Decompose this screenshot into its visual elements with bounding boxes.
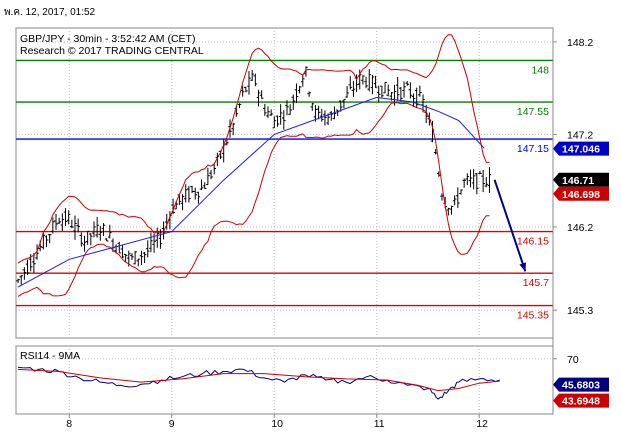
price-badge-text: 146.71 <box>562 175 594 187</box>
rsi-tick-label: 70 <box>567 354 579 366</box>
x-tick-label: 10 <box>271 418 283 430</box>
level-label: 148 <box>531 64 549 76</box>
price-panel: 148.2 147.2 146.2 145.3 148 147.55 147.15 146.1… <box>15 27 609 339</box>
y-tick-label: 146.2 <box>567 222 593 234</box>
research-label: Research © 2017 TRADING CENTRAL <box>20 45 204 57</box>
level-label: 145.7 <box>523 277 549 289</box>
moving-average-line <box>17 96 485 288</box>
y-tick-label: 148.2 <box>567 37 593 49</box>
rsi-line <box>17 366 500 400</box>
rsi-badge-text: 43.6948 <box>562 396 600 408</box>
rsi-panel: 70 45.6803 43.6948 <box>15 345 609 415</box>
rsi-badge: 45.6803 <box>553 377 609 392</box>
price-badge: 146.698 <box>553 186 609 201</box>
level-label: 145.35 <box>517 310 549 322</box>
x-tick-label: 12 <box>476 418 488 430</box>
x-tick-label: 8 <box>66 418 72 430</box>
y-tick-label: 145.3 <box>567 305 593 317</box>
bollinger-lower <box>17 102 490 297</box>
rsi-ma-line <box>17 368 500 392</box>
price-badge-text: 147.046 <box>562 144 600 156</box>
rsi-badge-text: 45.6803 <box>562 380 600 392</box>
price-badge-shape <box>553 186 609 201</box>
y-tick-label: 147.2 <box>567 129 593 141</box>
timestamp: พ.ค. 12, 2017, 01:52 <box>4 7 96 18</box>
rsi-title: RSI14 - 9MA <box>20 350 80 362</box>
forecast-arrowhead <box>519 262 527 272</box>
price-badge-shape <box>553 172 609 187</box>
rsi-badge: 43.6948 <box>553 393 609 408</box>
x-tick-label: 11 <box>374 418 385 430</box>
x-tick-label: 9 <box>169 418 175 430</box>
price-plot-frame <box>15 27 554 339</box>
level-label: 146.15 <box>517 236 549 248</box>
price-badge: 146.71 <box>553 172 609 187</box>
level-label: 147.55 <box>517 106 549 118</box>
forecast-arrow <box>493 179 527 272</box>
rsi-badge-shape <box>553 377 609 392</box>
bollinger-upper <box>17 34 490 264</box>
level-label: 147.15 <box>517 143 549 155</box>
price-badge: 147.046 <box>553 141 609 156</box>
price-badge-shape <box>553 141 609 156</box>
price-badge-text: 146.698 <box>562 189 600 201</box>
symbol-label: GBP/JPY - 30min - 3:52:42 AM (CET) <box>20 33 195 45</box>
rsi-badge-shape <box>553 393 609 408</box>
